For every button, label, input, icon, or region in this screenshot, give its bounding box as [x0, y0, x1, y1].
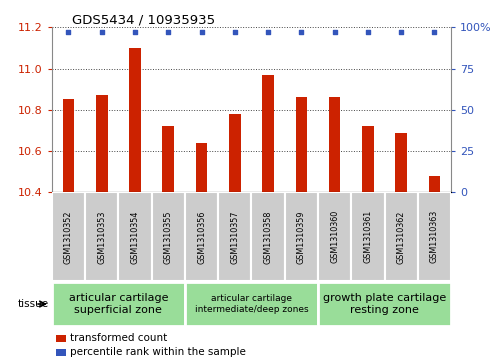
Point — [430, 29, 438, 35]
Bar — [262, 75, 274, 192]
Text: GSM1310360: GSM1310360 — [330, 210, 339, 264]
Bar — [251, 192, 284, 281]
Text: GSM1310359: GSM1310359 — [297, 210, 306, 264]
Point — [98, 29, 106, 35]
Bar — [152, 192, 185, 281]
Bar — [56, 335, 66, 342]
Bar — [96, 95, 107, 192]
Bar — [129, 48, 141, 192]
Point — [264, 29, 272, 35]
Text: GSM1310352: GSM1310352 — [64, 210, 73, 264]
Bar — [185, 282, 318, 326]
Bar — [229, 114, 241, 192]
Bar — [85, 192, 118, 281]
Point — [164, 29, 172, 35]
Text: GDS5434 / 10935935: GDS5434 / 10935935 — [72, 13, 215, 26]
Bar — [162, 126, 174, 192]
Text: GSM1310362: GSM1310362 — [397, 210, 406, 264]
Bar — [395, 132, 407, 192]
Bar — [428, 176, 440, 192]
Bar — [218, 192, 251, 281]
Point — [131, 29, 139, 35]
Bar — [329, 97, 341, 192]
Bar — [196, 143, 208, 192]
Text: tissue: tissue — [18, 299, 49, 309]
Text: transformed count: transformed count — [70, 333, 167, 343]
Text: GSM1310354: GSM1310354 — [131, 210, 140, 264]
Bar — [352, 192, 385, 281]
Bar — [56, 348, 66, 356]
Bar — [362, 126, 374, 192]
Text: GSM1310358: GSM1310358 — [264, 210, 273, 264]
Bar — [118, 192, 152, 281]
Text: growth plate cartilage
resting zone: growth plate cartilage resting zone — [323, 293, 446, 315]
Bar — [418, 192, 451, 281]
Bar — [52, 282, 185, 326]
Bar — [285, 192, 318, 281]
Bar — [63, 99, 74, 192]
Point — [297, 29, 305, 35]
Text: articular cartilage
superficial zone: articular cartilage superficial zone — [69, 293, 168, 315]
Text: articular cartilage
intermediate/deep zones: articular cartilage intermediate/deep zo… — [195, 294, 308, 314]
Bar — [318, 282, 451, 326]
Point — [198, 29, 206, 35]
Point — [231, 29, 239, 35]
Point — [397, 29, 405, 35]
Point — [65, 29, 72, 35]
Point — [364, 29, 372, 35]
Text: GSM1310363: GSM1310363 — [430, 210, 439, 264]
Bar — [295, 97, 307, 192]
Text: GSM1310353: GSM1310353 — [97, 210, 106, 264]
Point — [331, 29, 339, 35]
Bar — [385, 192, 418, 281]
Text: percentile rank within the sample: percentile rank within the sample — [70, 347, 246, 357]
Bar — [185, 192, 218, 281]
Text: GSM1310355: GSM1310355 — [164, 210, 173, 264]
Text: GSM1310357: GSM1310357 — [230, 210, 239, 264]
Text: GSM1310361: GSM1310361 — [363, 210, 372, 264]
Text: GSM1310356: GSM1310356 — [197, 210, 206, 264]
Bar — [318, 192, 352, 281]
Bar — [52, 192, 85, 281]
